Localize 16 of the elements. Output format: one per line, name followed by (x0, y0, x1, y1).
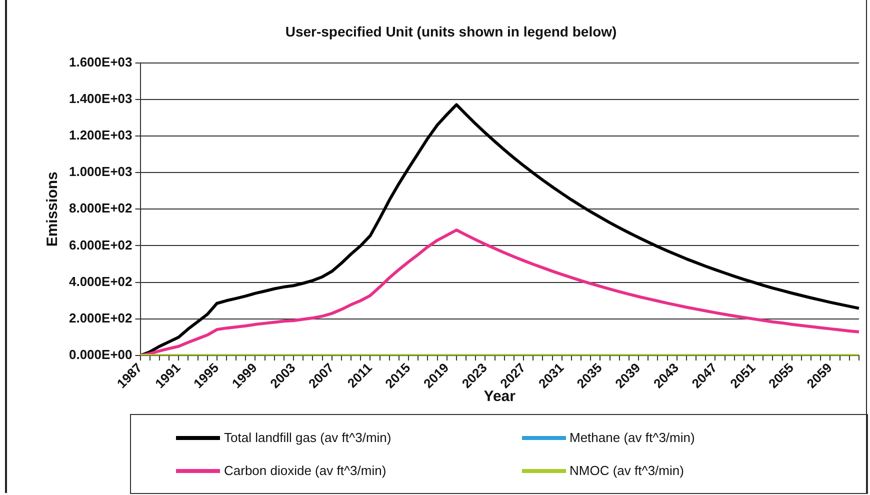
legend-label: Total landfill gas (av ft^3/min) (224, 430, 392, 445)
y-tick-label: 1.600E+03 (68, 54, 132, 70)
legend-label: Carbon dioxide (av ft^3/min) (224, 463, 386, 478)
legend-label: NMOC (av ft^3/min) (570, 463, 684, 478)
chart-title: User-specified Unit (units shown in legend below) (285, 23, 617, 40)
y-tick-label: 8.000E+02 (68, 200, 132, 216)
legend-label: Methane (av ft^3/min) (570, 430, 695, 445)
y-tick-label: 6.000E+02 (68, 237, 132, 252)
y-tick-label: 1.000E+03 (68, 164, 132, 180)
y-tick-label: 0.000E+00 (68, 347, 132, 362)
y-tick-label: 1.400E+03 (68, 90, 132, 106)
y-tick-label: 4.000E+02 (68, 274, 132, 289)
x-axis-title: Year (484, 388, 516, 406)
y-tick-label: 1.200E+03 (68, 128, 132, 143)
y-tick-label: 2.000E+02 (68, 310, 132, 326)
y-axis-title: Emissions (44, 172, 62, 247)
